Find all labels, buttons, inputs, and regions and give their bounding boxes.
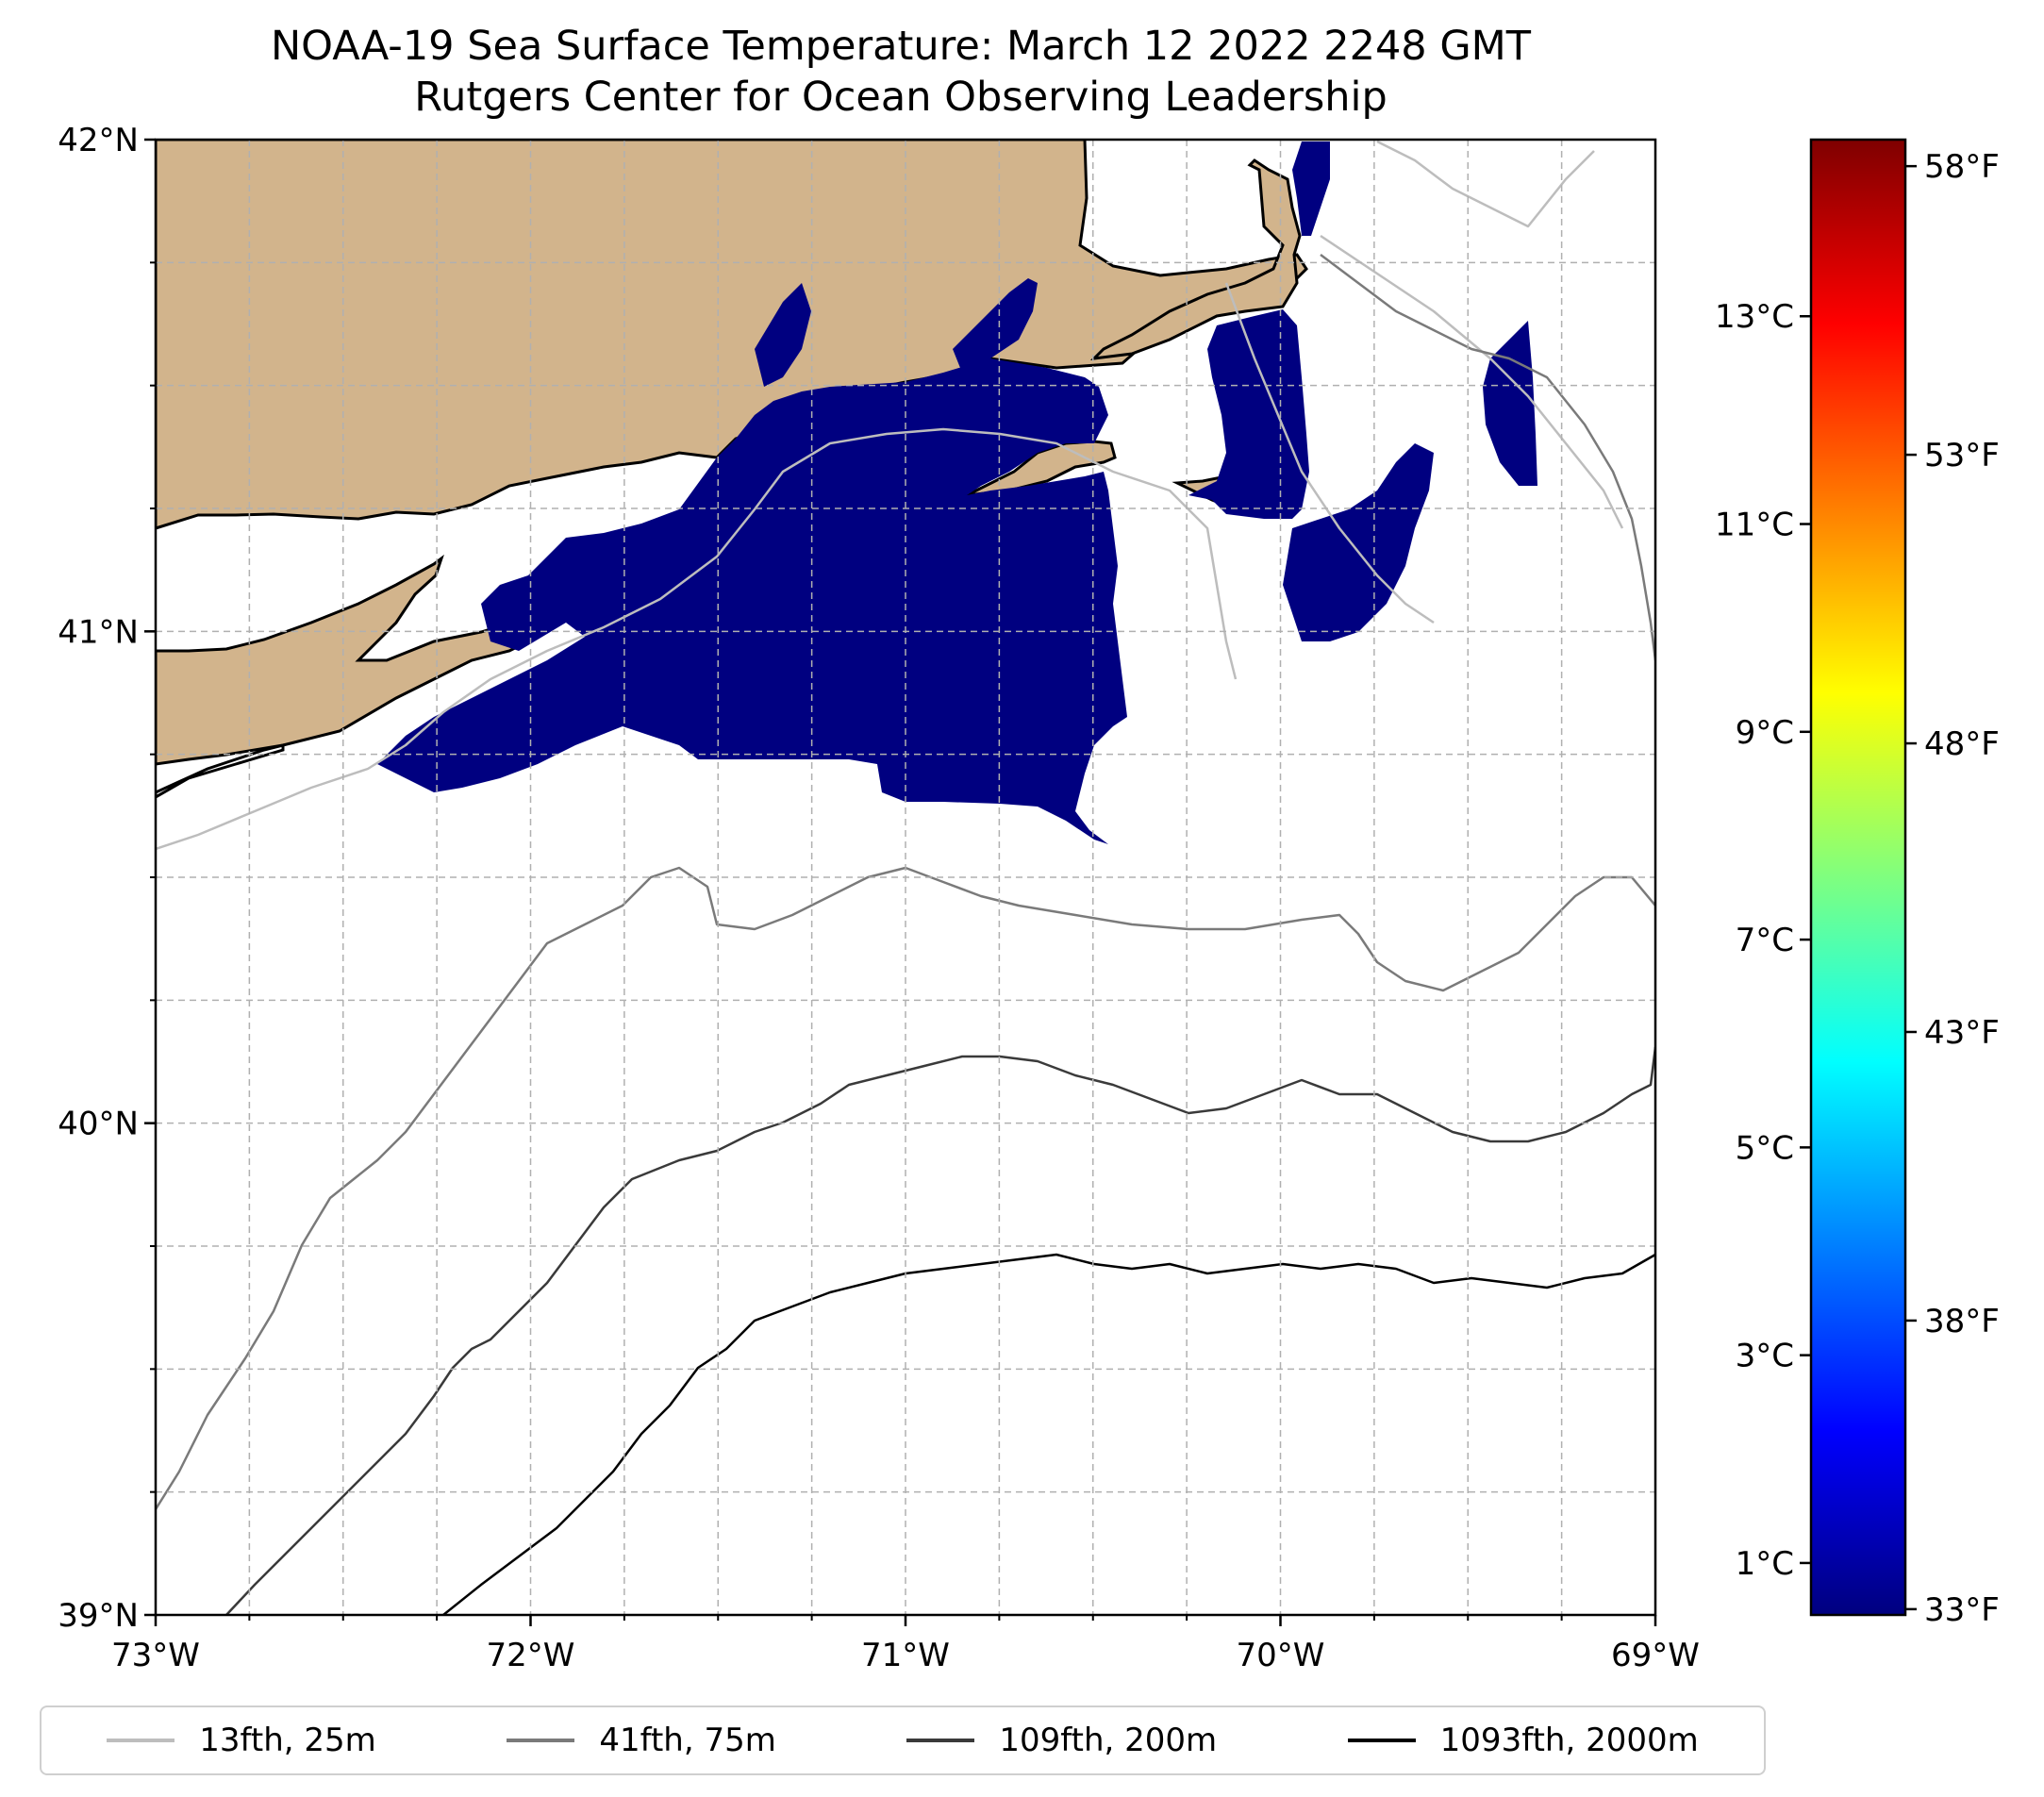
isobath-legend: 13fth, 25m 41fth, 75m 109fth, 200m 1093f…: [40, 1705, 1766, 1775]
title-line-1: NOAA-19 Sea Surface Temperature: March 1…: [270, 23, 1532, 70]
colorbar-fahrenheit-label: 53°F: [1924, 437, 2000, 474]
legend-label-2000m: 1093fth, 2000m: [1439, 1722, 1699, 1759]
colorbar: [1809, 138, 1907, 1617]
legend-item-25m: 13fth, 25m: [107, 1722, 376, 1759]
legend-label-75m: 41fth, 75m: [599, 1722, 776, 1759]
isobath-25m: [156, 140, 1624, 851]
isobath-200m: [225, 1046, 1655, 1615]
legend-item-2000m: 1093fth, 2000m: [1347, 1722, 1699, 1759]
land-layer: [156, 140, 1308, 799]
isobath-75m: [156, 254, 1655, 1510]
legend-swatch-75m: [507, 1739, 575, 1742]
sst-region-main: [377, 358, 1127, 844]
colorbar-celsius-label: 13°C: [1715, 298, 1794, 336]
sst-region-east-of-cape: [1188, 309, 1309, 519]
legend-label-25m: 13fth, 25m: [199, 1722, 376, 1759]
y-tick-label: 40°N: [58, 1106, 139, 1143]
land-cape-cod: [1089, 158, 1302, 361]
sst-region-buzzards-bay: [953, 278, 1038, 373]
y-tick-label: 41°N: [58, 613, 139, 651]
colorbar-celsius-label: 11°C: [1715, 507, 1794, 544]
legend-item-75m: 41fth, 75m: [507, 1722, 776, 1759]
legend-swatch-2000m: [1347, 1739, 1416, 1742]
colorbar-fahrenheit-label: 48°F: [1924, 725, 2000, 763]
x-tick-label: 71°W: [861, 1637, 950, 1674]
land-long-island: [156, 554, 588, 766]
legend-swatch-25m: [107, 1739, 175, 1742]
colorbar-fahrenheit-label: 38°F: [1924, 1303, 2000, 1340]
legend-swatch-200m: [906, 1739, 975, 1742]
colorbar-celsius-label: 7°C: [1736, 922, 1794, 959]
x-tick-label: 69°W: [1611, 1637, 1700, 1674]
y-axis: 42°N 41°N 40°N 39°N: [58, 122, 156, 1635]
gridlines: [156, 140, 1655, 1615]
colorbar-celsius-label: 3°C: [1736, 1338, 1794, 1375]
colorbar-fahrenheit-label: 43°F: [1924, 1014, 2000, 1052]
x-axis: 73°W 72°W 71°W 70°W 69°W: [111, 1615, 1700, 1674]
colorbar-fahrenheit-label: 58°F: [1924, 148, 2000, 186]
colorbar-celsius-label: 5°C: [1736, 1129, 1794, 1167]
sst-region-narragansett: [755, 283, 811, 387]
title-line-2: Rutgers Center for Ocean Observing Leade…: [414, 74, 1388, 121]
y-tick-label: 42°N: [58, 122, 139, 159]
chart-title: NOAA-19 Sea Surface Temperature: March 1…: [0, 21, 1802, 123]
x-tick-label: 72°W: [487, 1637, 575, 1674]
colorbar-celsius-axis: 1°C 3°C 5°C 7°C 9°C 11°C 13°C: [1715, 298, 1811, 1583]
x-tick-label: 73°W: [111, 1637, 200, 1674]
colorbar-fahrenheit-label: 33°F: [1924, 1591, 2000, 1629]
sst-region-cape-tip: [1292, 141, 1330, 236]
sst-data-layer: [377, 141, 1537, 844]
land-long-island-south-shore: [156, 743, 285, 799]
legend-item-200m: 109fth, 200m: [906, 1722, 1217, 1759]
isobath-2000m: [442, 1253, 1655, 1615]
x-tick-label: 70°W: [1237, 1637, 1325, 1674]
colorbar-fahrenheit-axis: 33°F 38°F 43°F 48°F 53°F 58°F: [1905, 148, 2000, 1629]
colorbar-celsius-label: 9°C: [1736, 714, 1794, 752]
y-tick-label: 39°N: [58, 1597, 139, 1635]
legend-label-200m: 109fth, 200m: [999, 1722, 1218, 1759]
sst-region-east-strip: [1483, 321, 1537, 486]
colorbar-celsius-label: 1°C: [1736, 1545, 1794, 1583]
isobaths-layer: [156, 140, 1655, 1615]
sst-region-nantucket-shoals: [1283, 443, 1434, 641]
